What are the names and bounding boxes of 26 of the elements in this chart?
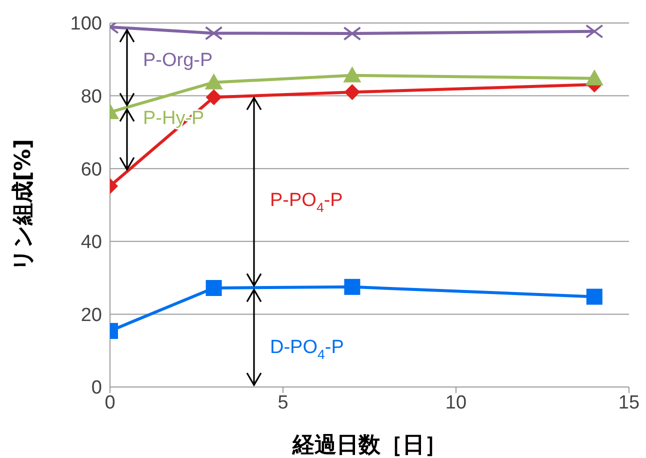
text: D-PO$_{4}$-P	[270, 336, 344, 362]
x-tick-label: 5	[278, 392, 288, 414]
y-tick-label: 80	[80, 86, 102, 108]
y-tick-label: 60	[80, 159, 102, 180]
point	[343, 26, 362, 41]
point	[206, 280, 222, 296]
point	[586, 288, 602, 305]
y-tick-label: 100	[70, 14, 102, 35]
point	[206, 89, 222, 106]
point	[344, 84, 360, 100]
x-axis-title: 経過日数［日］	[292, 433, 446, 458]
series-label: P-Org-P	[143, 50, 213, 70]
point	[204, 73, 223, 90]
point	[585, 24, 604, 38]
text: P-PO$_{4}$-P	[270, 190, 343, 215]
y-axis-title: リン組成[%]	[10, 138, 36, 272]
x-tick-label: 10	[445, 392, 467, 414]
point	[585, 69, 604, 86]
y-tick-label: 40	[80, 232, 102, 254]
point	[343, 66, 362, 82]
x-tick-label: 0	[104, 392, 116, 414]
y-tick-label: 0	[91, 378, 102, 399]
x-tick-label: 15	[618, 392, 640, 414]
point	[344, 278, 360, 295]
y-tick-label: 20	[80, 304, 102, 326]
point	[204, 26, 223, 40]
